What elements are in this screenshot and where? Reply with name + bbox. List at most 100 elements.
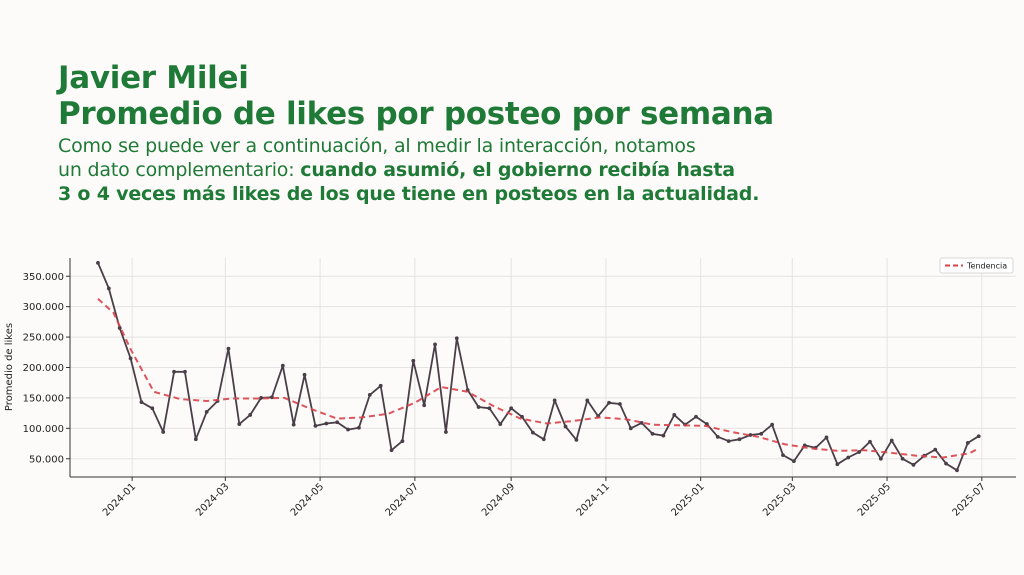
legend-box bbox=[939, 257, 1014, 274]
data-point bbox=[552, 398, 557, 403]
data-point bbox=[226, 346, 231, 351]
data-point bbox=[346, 427, 350, 432]
data-point bbox=[617, 402, 622, 406]
legend: Tendencia bbox=[939, 257, 1014, 274]
data-point bbox=[433, 342, 437, 347]
data-point bbox=[770, 422, 775, 427]
data-point bbox=[302, 372, 307, 377]
y-axis-label: Promedio de likes bbox=[4, 323, 15, 411]
y-tick-label: 300.000 bbox=[23, 302, 64, 313]
y-tick-label: 150.000 bbox=[23, 393, 64, 404]
data-point bbox=[204, 410, 209, 414]
data-point bbox=[944, 461, 948, 466]
data-point bbox=[531, 430, 535, 435]
data-point bbox=[172, 369, 176, 374]
weekly-likes-line bbox=[97, 262, 980, 472]
data-point bbox=[846, 455, 851, 460]
data-point bbox=[541, 437, 546, 442]
data-point bbox=[878, 456, 883, 461]
data-point bbox=[661, 433, 666, 438]
data-point bbox=[509, 406, 514, 411]
data-point bbox=[128, 356, 133, 361]
x-tick-label: 2024-05 bbox=[289, 481, 326, 518]
data-point bbox=[313, 424, 318, 428]
data-point bbox=[324, 421, 329, 426]
subtitle-line-2-bold: cuando asumió, el gobierno recibía hasta bbox=[300, 159, 735, 181]
data-point bbox=[607, 400, 611, 405]
y-axis-ticks: 50.000 100.000 150.000 200.000 250.000 300.00… bbox=[23, 272, 70, 465]
chart-area: 50.000 100.000 150.000 200.000 250.000 300.00… bbox=[0, 245, 1024, 545]
y-tick-label: 250.000 bbox=[23, 333, 64, 344]
data-point bbox=[737, 437, 742, 442]
data-point bbox=[781, 453, 785, 457]
x-tick-label: 2025-03 bbox=[761, 481, 798, 518]
chart-title: Promedio de likes por posteo por semana bbox=[58, 96, 774, 132]
data-point bbox=[193, 437, 198, 442]
data-point bbox=[161, 430, 166, 434]
x-tick-label: 2024-09 bbox=[480, 481, 517, 518]
data-point bbox=[183, 369, 187, 374]
data-point bbox=[270, 395, 274, 400]
y-tick-label: 350.000 bbox=[23, 272, 64, 283]
data-point bbox=[574, 437, 579, 442]
data-point bbox=[96, 260, 100, 265]
data-point bbox=[639, 420, 644, 425]
data-point bbox=[106, 286, 111, 291]
x-tick-label: 2024-07 bbox=[384, 481, 421, 518]
data-point bbox=[444, 430, 448, 434]
data-point bbox=[835, 462, 840, 467]
data-point bbox=[400, 439, 405, 444]
data-point bbox=[411, 358, 416, 363]
x-tick-label: 2025-01 bbox=[669, 481, 706, 518]
data-point bbox=[357, 425, 361, 430]
data-point bbox=[759, 431, 764, 436]
data-point bbox=[628, 426, 633, 431]
subtitle: Como se puede ver a continuación, al med… bbox=[58, 134, 1008, 206]
data-point bbox=[857, 450, 862, 454]
data-point bbox=[672, 413, 677, 417]
data-point bbox=[150, 406, 155, 411]
trend-line bbox=[97, 298, 980, 459]
data-point bbox=[976, 434, 981, 439]
header: Javier Milei Promedio de likes por poste… bbox=[58, 60, 1008, 206]
data-point bbox=[291, 422, 296, 427]
subtitle-line-2: un dato complementario: cuando asumió, e… bbox=[58, 158, 1008, 182]
series-group bbox=[96, 260, 981, 473]
x-axis-ticks: 2024-01 2024-03 2024-05 2024-07 2024-09 2024-… bbox=[101, 477, 988, 519]
data-point bbox=[335, 420, 340, 425]
data-point bbox=[139, 400, 144, 405]
x-tick-label: 2025-07 bbox=[951, 481, 988, 518]
y-tick-label: 100.000 bbox=[23, 424, 64, 435]
subtitle-line-3: 3 o 4 veces más likes de los que tiene e… bbox=[58, 182, 1008, 206]
data-point bbox=[487, 406, 492, 411]
likes-line-chart: 50.000 100.000 150.000 200.000 250.000 300.00… bbox=[4, 257, 1016, 519]
data-point bbox=[955, 468, 959, 473]
data-point bbox=[422, 403, 427, 408]
data-point bbox=[889, 438, 894, 443]
x-tick-label: 2024-03 bbox=[194, 481, 231, 518]
data-point bbox=[694, 414, 698, 419]
data-point bbox=[259, 396, 263, 400]
subtitle-line-3-bold: 3 o 4 veces más likes de los que tiene e… bbox=[58, 183, 760, 205]
x-tick-label: 2024-11 bbox=[575, 481, 612, 518]
data-point bbox=[237, 422, 242, 426]
data-point bbox=[650, 431, 655, 436]
x-tick-label: 2025-05 bbox=[856, 481, 893, 518]
grid bbox=[70, 258, 1016, 477]
data-point bbox=[498, 422, 503, 426]
data-point bbox=[726, 439, 731, 444]
data-point bbox=[911, 462, 916, 467]
data-point bbox=[389, 448, 394, 453]
data-point bbox=[933, 447, 938, 452]
subtitle-line-2-regular: un dato complementario: bbox=[58, 159, 301, 181]
y-tick-label: 50.000 bbox=[29, 454, 64, 465]
x-tick-label: 2024-01 bbox=[101, 481, 138, 518]
legend-label: Tendencia bbox=[966, 262, 1007, 271]
data-point bbox=[563, 424, 568, 429]
data-point bbox=[791, 459, 796, 464]
data-point bbox=[748, 433, 753, 437]
page-title: Javier Milei bbox=[58, 60, 249, 96]
data-point bbox=[117, 326, 122, 330]
subtitle-line-1: Como se puede ver a continuación, al med… bbox=[58, 135, 696, 157]
data-point bbox=[280, 363, 285, 368]
